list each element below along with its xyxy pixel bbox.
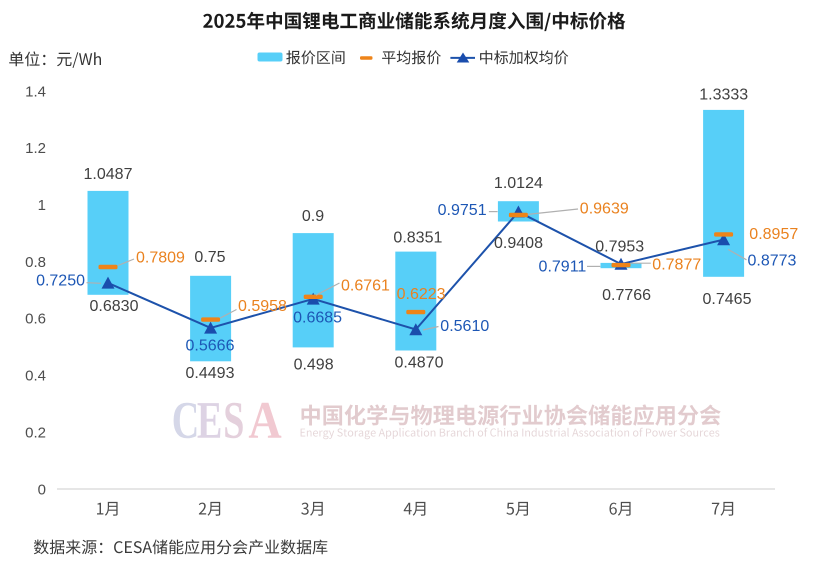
svg-text:0.7953: 0.7953 <box>595 239 644 256</box>
svg-text:0.6685: 0.6685 <box>293 310 342 327</box>
svg-text:0.8773: 0.8773 <box>748 253 797 270</box>
svg-text:0.4493: 0.4493 <box>186 365 235 382</box>
svg-text:0.6223: 0.6223 <box>397 286 446 303</box>
svg-text:0.4: 0.4 <box>25 368 46 385</box>
svg-text:0.7465: 0.7465 <box>703 291 752 308</box>
svg-text:1.2: 1.2 <box>25 140 46 157</box>
svg-text:0.5958: 0.5958 <box>238 298 287 315</box>
svg-text:0.5610: 0.5610 <box>440 318 489 335</box>
svg-text:1: 1 <box>38 197 46 214</box>
svg-text:0.6830: 0.6830 <box>90 298 139 315</box>
svg-text:0.8957: 0.8957 <box>749 226 798 243</box>
svg-text:1.0487: 1.0487 <box>84 166 133 183</box>
svg-text:0.2: 0.2 <box>25 424 46 441</box>
svg-text:0.6: 0.6 <box>25 311 46 328</box>
svg-text:0.5666: 0.5666 <box>186 338 235 355</box>
svg-text:0.8: 0.8 <box>25 254 46 271</box>
svg-text:0.498: 0.498 <box>294 357 334 374</box>
svg-text:0.9: 0.9 <box>302 208 324 225</box>
svg-text:1.3333: 1.3333 <box>699 87 748 104</box>
svg-text:0: 0 <box>38 481 46 498</box>
svg-text:0.7809: 0.7809 <box>136 249 185 266</box>
svg-text:1.0124: 1.0124 <box>494 175 543 192</box>
svg-text:0.7877: 0.7877 <box>652 257 701 274</box>
svg-text:0.75: 0.75 <box>194 249 225 266</box>
svg-text:0.8351: 0.8351 <box>393 230 442 247</box>
svg-text:0.9408: 0.9408 <box>494 235 543 252</box>
svg-text:0.7911: 0.7911 <box>539 259 587 276</box>
svg-text:0.9751: 0.9751 <box>438 202 487 219</box>
svg-text:0.4870: 0.4870 <box>395 355 444 372</box>
svg-text:0.6761: 0.6761 <box>341 278 390 295</box>
svg-text:0.7766: 0.7766 <box>602 287 651 304</box>
svg-text:0.7250: 0.7250 <box>36 273 85 290</box>
svg-text:0.9639: 0.9639 <box>580 200 629 217</box>
svg-text:1.4: 1.4 <box>25 83 46 100</box>
